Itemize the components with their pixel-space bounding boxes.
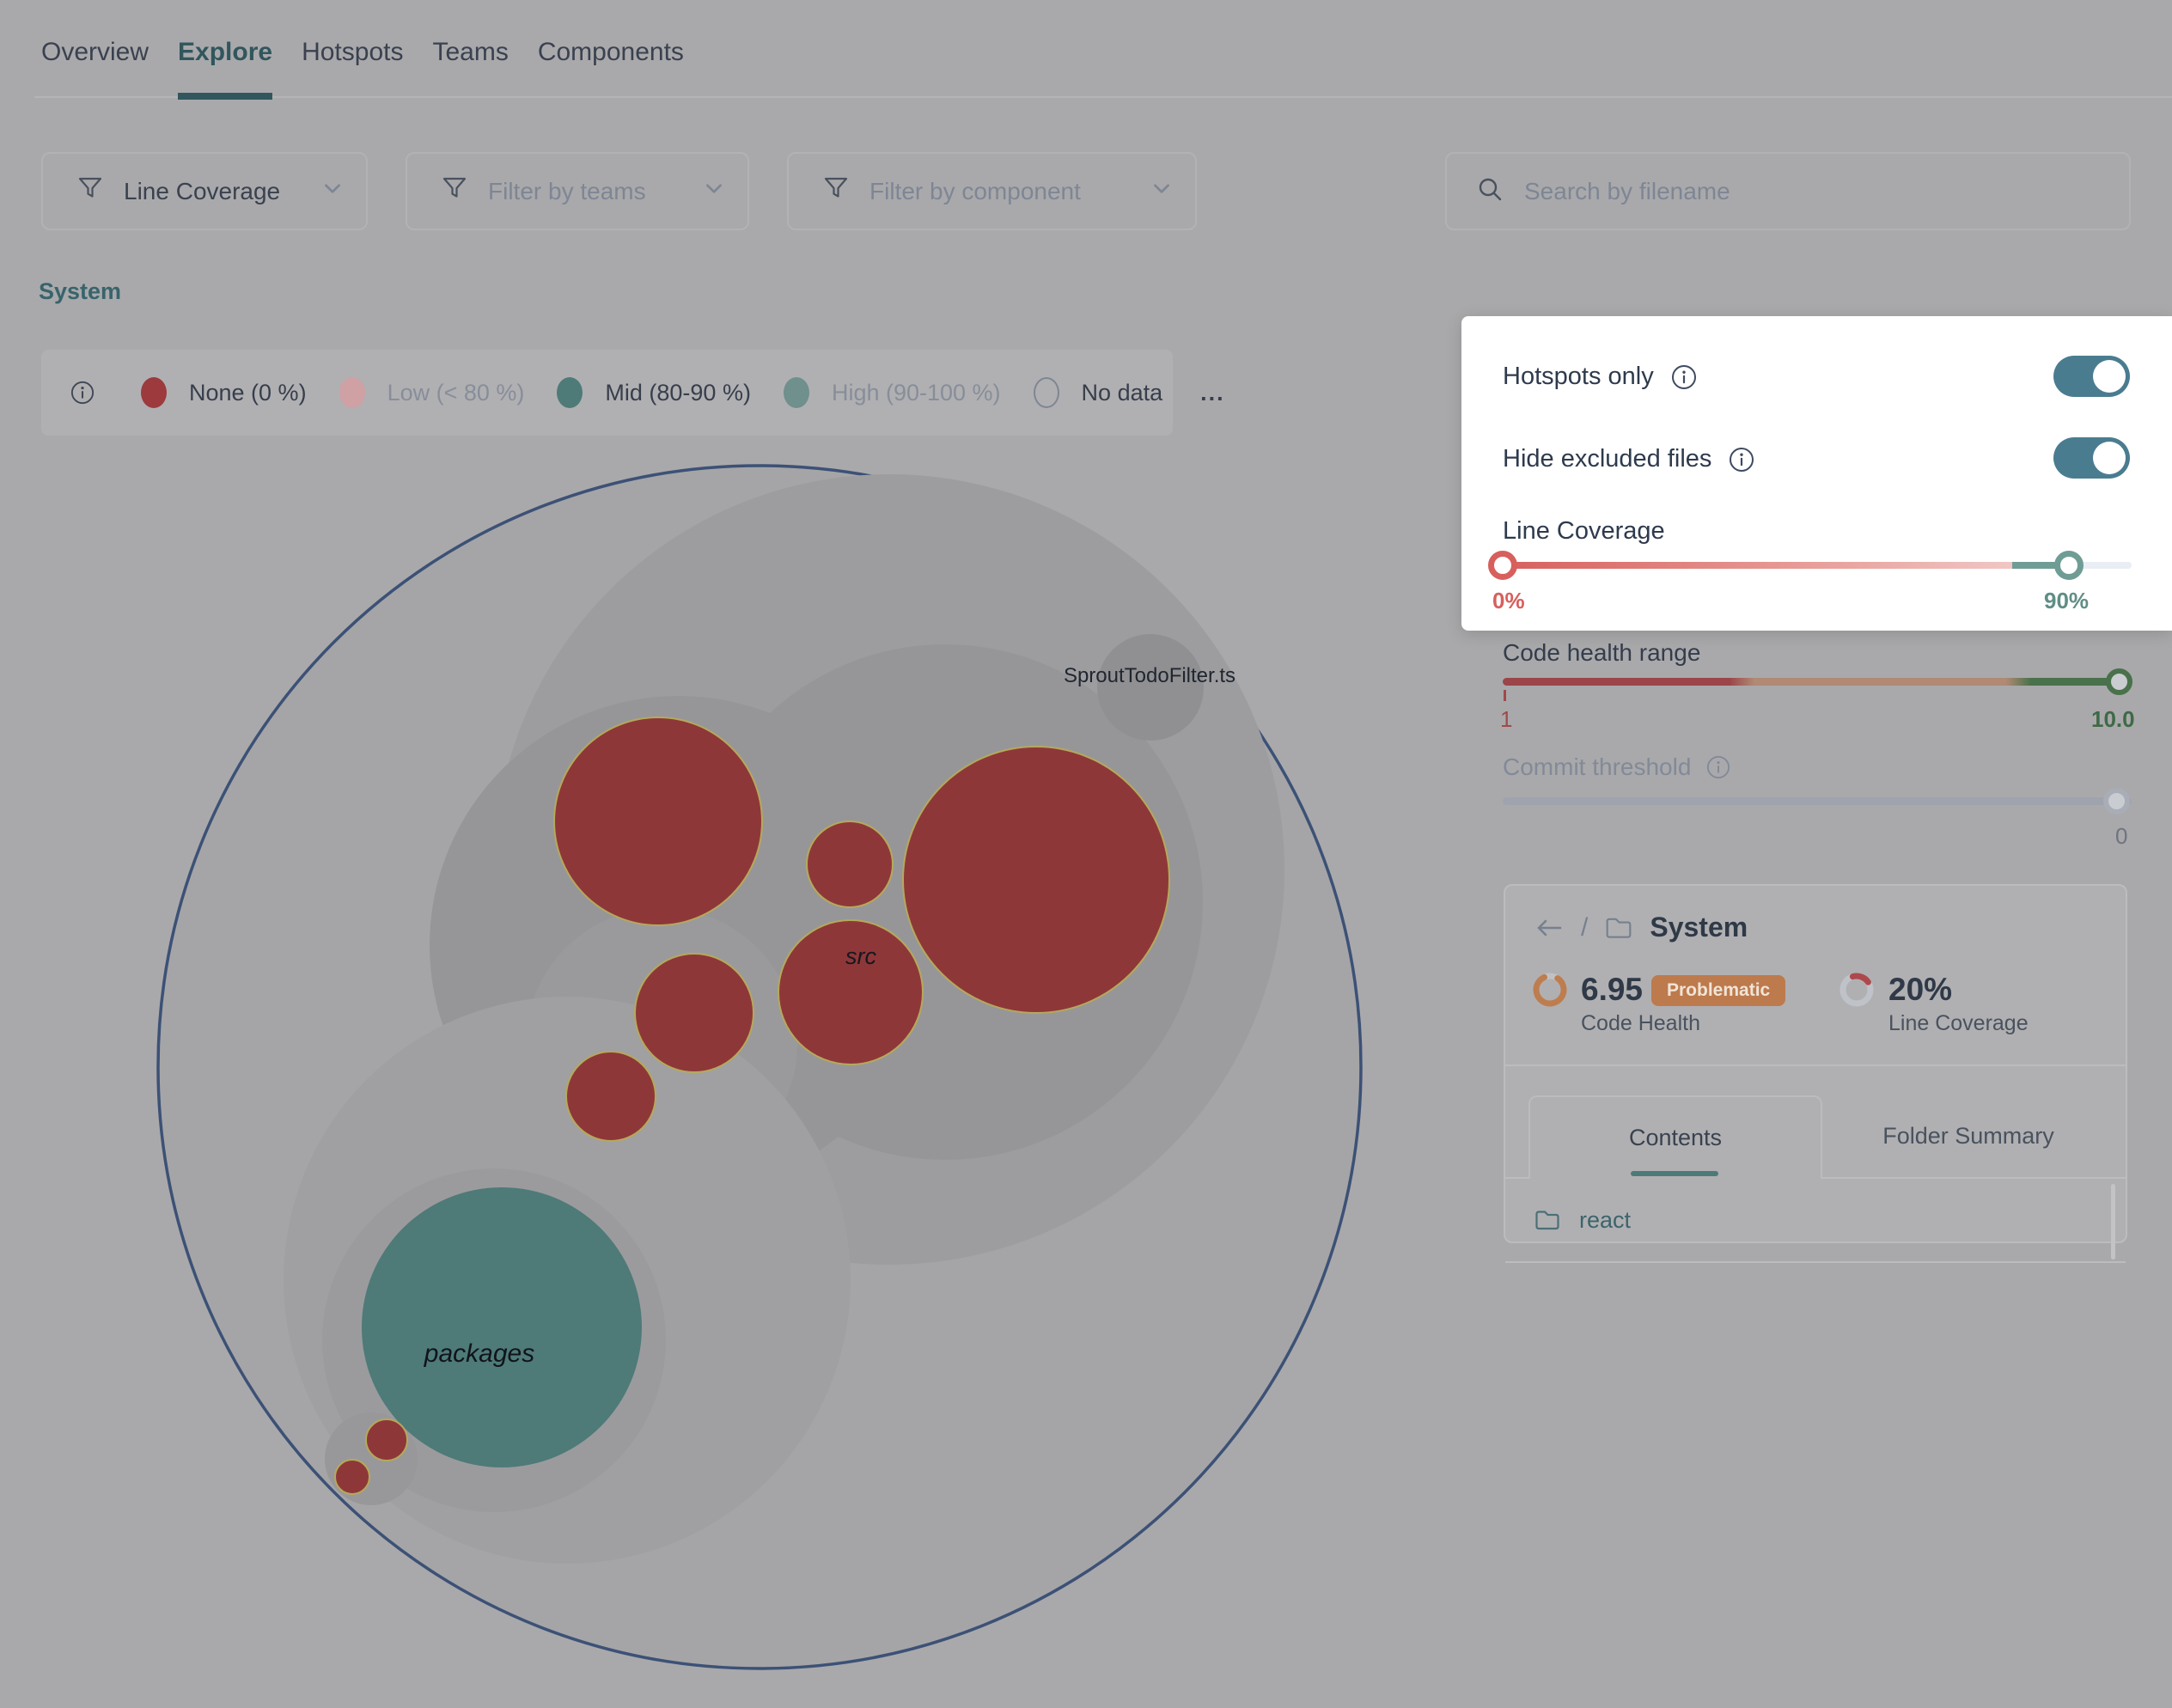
- tab-overview[interactable]: Overview: [41, 36, 149, 100]
- back-arrow-icon[interactable]: [1534, 917, 1564, 939]
- hotspots-only-toggle[interactable]: [2053, 356, 2130, 397]
- top-nav: Overview Explore Hotspots Teams Componen…: [41, 36, 684, 100]
- coverage-legend: None (0 %) Low (< 80 %) Mid (80-90 %) Hi…: [41, 350, 1173, 436]
- legend-item-nodata[interactable]: No data: [1034, 377, 1163, 408]
- card-divider: [1505, 1064, 2126, 1066]
- legend-item-low[interactable]: Low (< 80 %): [339, 377, 525, 408]
- line-coverage-label: Line Coverage: [1503, 517, 1665, 546]
- status-badge: Problematic: [1651, 975, 1785, 1006]
- tab-hotspots[interactable]: Hotspots: [302, 36, 403, 100]
- tab-contents[interactable]: Contents: [1528, 1095, 1822, 1179]
- hotspot-circle[interactable]: [635, 954, 753, 1072]
- tab-folder-summary[interactable]: Folder Summary: [1822, 1095, 2114, 1177]
- card-header: / System: [1534, 912, 1748, 943]
- hotspots-only-label: Hotspots only: [1503, 363, 1654, 391]
- mid-color-dot: [557, 377, 583, 408]
- folder-icon: [1605, 916, 1632, 940]
- contents-row-react[interactable]: react: [1505, 1179, 2126, 1263]
- filters-spotlight-panel: Hotspots only Hide excluded files Line C…: [1461, 316, 2172, 631]
- legend-item-label: None (0 %): [189, 380, 307, 406]
- code-health-donut-icon: [1531, 971, 1569, 1009]
- info-icon[interactable]: [1671, 364, 1697, 390]
- hotspot-circle[interactable]: [807, 821, 893, 907]
- code-health-metric-label: Code Health: [1581, 1011, 1700, 1036]
- packages-label: packages: [424, 1339, 534, 1368]
- hotspot-circle[interactable]: [903, 747, 1169, 1013]
- legend-item-label: Mid (80-90 %): [605, 380, 751, 406]
- file-label: SproutTodoFilter.ts: [1064, 664, 1235, 687]
- hotspot-circle[interactable]: [335, 1460, 369, 1494]
- coverage-max-value: 90%: [2044, 588, 2089, 614]
- line-coverage-donut-icon: [1838, 971, 1876, 1009]
- legend-info-icon[interactable]: [70, 381, 95, 405]
- legend-more-button[interactable]: ...: [1200, 380, 1225, 406]
- coverage-min-value: 0%: [1492, 588, 1525, 614]
- none-color-dot: [141, 377, 167, 408]
- folder-icon: [1534, 1209, 1560, 1231]
- hotspots-only-row: Hotspots only: [1503, 363, 1697, 391]
- code-health-value: 6.95: [1581, 972, 1643, 1008]
- line-coverage-value: 20%: [1888, 972, 1952, 1008]
- nodata-color-dot: [1034, 377, 1059, 408]
- tab-contents-label: Contents: [1629, 1125, 1722, 1151]
- packages-coverage-circle[interactable]: [362, 1187, 642, 1467]
- legend-item-mid[interactable]: Mid (80-90 %): [557, 377, 751, 408]
- tab-teams[interactable]: Teams: [432, 36, 508, 100]
- tab-folder-summary-label: Folder Summary: [1882, 1123, 2054, 1150]
- contents-scrollbar[interactable]: [2111, 1184, 2115, 1260]
- info-icon[interactable]: [1729, 447, 1754, 473]
- card-title: System: [1650, 912, 1748, 943]
- file-circle-sprouttodofilter[interactable]: [1097, 634, 1204, 741]
- coverage-gradient-track: [1503, 562, 2069, 569]
- hide-excluded-row: Hide excluded files: [1503, 445, 1754, 473]
- breadcrumb-separator: /: [1581, 913, 1588, 942]
- hotspot-circle[interactable]: [366, 1419, 407, 1461]
- explore-page: Overview Explore Hotspots Teams Componen…: [0, 0, 2172, 1708]
- legend-item-none[interactable]: None (0 %): [141, 377, 307, 408]
- active-tab-indicator: [1631, 1171, 1718, 1176]
- circle-packing-chart: SproutTodoFilter.ts src packages: [0, 0, 2172, 1708]
- coverage-min-handle[interactable]: [1488, 551, 1517, 580]
- hide-excluded-label: Hide excluded files: [1503, 445, 1711, 473]
- line-coverage-slider-label: Line Coverage: [1503, 517, 1665, 546]
- tab-explore[interactable]: Explore: [178, 36, 272, 100]
- hotspot-circle[interactable]: [566, 1052, 656, 1141]
- src-hotspot-circle[interactable]: [778, 920, 923, 1064]
- line-coverage-metric-label: Line Coverage: [1888, 1011, 2029, 1036]
- low-color-dot: [339, 377, 365, 408]
- coverage-max-handle[interactable]: [2054, 551, 2084, 580]
- line-coverage-slider: [1503, 562, 2132, 569]
- hide-excluded-toggle[interactable]: [2053, 437, 2130, 479]
- legend-item-label: High (90-100 %): [832, 380, 1001, 406]
- legend-item-high[interactable]: High (90-100 %): [784, 377, 1001, 408]
- contents-item-label: react: [1579, 1207, 1631, 1234]
- high-color-dot: [784, 377, 809, 408]
- hotspot-circle[interactable]: [554, 717, 762, 925]
- system-detail-card: / System 6.95 Problematic Code Health 20…: [1504, 884, 2127, 1243]
- tab-components[interactable]: Components: [538, 36, 684, 100]
- src-label: src: [845, 943, 876, 969]
- legend-item-label: Low (< 80 %): [387, 380, 525, 406]
- legend-item-label: No data: [1082, 380, 1163, 406]
